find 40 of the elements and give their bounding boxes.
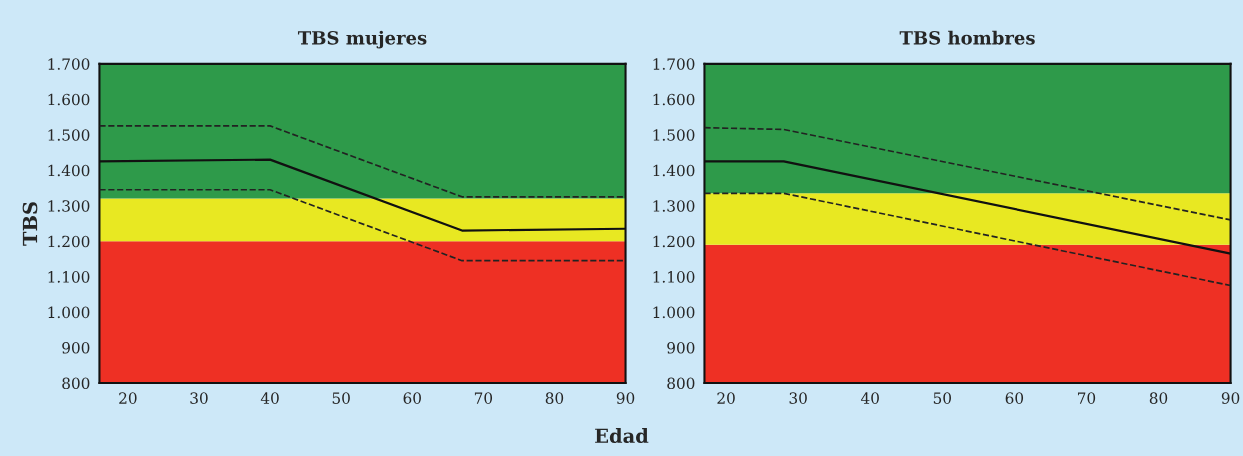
x-axis-title: Edad <box>595 428 649 444</box>
y-tick-label: 1.500 <box>48 129 90 141</box>
y-tick-label: 800 <box>62 377 90 390</box>
y-tick-label: 1.400 <box>653 164 695 177</box>
y-tick-label: 1.600 <box>653 93 695 106</box>
chart-title: TBS mujeres <box>297 30 427 49</box>
x-tick-label: 70 <box>1077 392 1096 404</box>
y-tick-label: 1.500 <box>653 129 695 141</box>
y-tick-label: 1.200 <box>48 235 90 248</box>
chart-title: TBS hombres <box>899 30 1035 45</box>
y-tick-label: 900 <box>667 342 695 354</box>
y-tick-label: 1.100 <box>48 271 90 283</box>
y-tick-label: 1.000 <box>653 306 695 319</box>
x-tick-label: 80 <box>545 392 564 404</box>
y-tick-label: 1.600 <box>48 93 90 106</box>
y-tick-label: 1.200 <box>653 235 695 248</box>
y-tick-label: 800 <box>667 377 695 390</box>
x-tick-label: 30 <box>190 392 208 404</box>
y-tick-label: 1.300 <box>48 200 90 212</box>
y-tick-label: 1.100 <box>653 271 695 283</box>
x-tick-label: 40 <box>860 392 879 404</box>
y-tick-label: 1.300 <box>653 200 695 212</box>
x-tick-label: 60 <box>403 392 421 404</box>
x-tick-label: 60 <box>1005 392 1024 404</box>
y-tick-label: 1.000 <box>48 306 90 319</box>
x-tick-label: 50 <box>933 392 951 404</box>
x-tick-label: 70 <box>474 392 493 404</box>
y-tick-label: 1.400 <box>48 164 90 177</box>
x-tick-label: 40 <box>260 392 279 404</box>
x-tick-label: 90 <box>1221 392 1240 404</box>
y-axis-title: TBS <box>22 202 38 246</box>
x-tick-label: 80 <box>1149 392 1168 404</box>
y-tick-label: 1.700 <box>653 58 695 70</box>
x-tick-label: 90 <box>616 392 635 404</box>
x-tick-label: 30 <box>789 392 807 404</box>
x-tick-label: 50 <box>332 392 350 404</box>
x-tick-label: 20 <box>119 392 137 404</box>
y-tick-label: 1.700 <box>48 58 90 70</box>
y-tick-label: 900 <box>62 342 90 354</box>
x-tick-label: 20 <box>717 392 735 404</box>
